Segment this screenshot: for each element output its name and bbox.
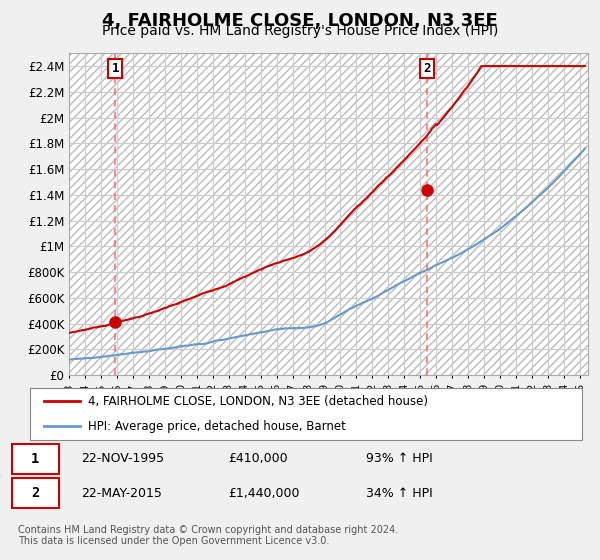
Text: 4, FAIRHOLME CLOSE, LONDON, N3 3EE (detached house): 4, FAIRHOLME CLOSE, LONDON, N3 3EE (deta… <box>88 395 428 408</box>
FancyBboxPatch shape <box>12 478 59 508</box>
Text: 93% ↑ HPI: 93% ↑ HPI <box>366 452 433 465</box>
Text: 1: 1 <box>112 62 119 75</box>
Text: 2: 2 <box>423 62 430 75</box>
Text: HPI: Average price, detached house, Barnet: HPI: Average price, detached house, Barn… <box>88 419 346 432</box>
Text: 4, FAIRHOLME CLOSE, LONDON, N3 3EE: 4, FAIRHOLME CLOSE, LONDON, N3 3EE <box>102 12 498 30</box>
Text: 22-MAY-2015: 22-MAY-2015 <box>81 487 162 500</box>
Text: 22-NOV-1995: 22-NOV-1995 <box>81 452 164 465</box>
FancyBboxPatch shape <box>12 444 59 474</box>
Text: 1: 1 <box>31 452 40 466</box>
Text: 2: 2 <box>31 486 40 500</box>
Text: £410,000: £410,000 <box>228 452 287 465</box>
Text: Price paid vs. HM Land Registry's House Price Index (HPI): Price paid vs. HM Land Registry's House … <box>102 24 498 38</box>
Text: Contains HM Land Registry data © Crown copyright and database right 2024.
This d: Contains HM Land Registry data © Crown c… <box>18 525 398 547</box>
Text: 34% ↑ HPI: 34% ↑ HPI <box>366 487 433 500</box>
Text: £1,440,000: £1,440,000 <box>228 487 299 500</box>
